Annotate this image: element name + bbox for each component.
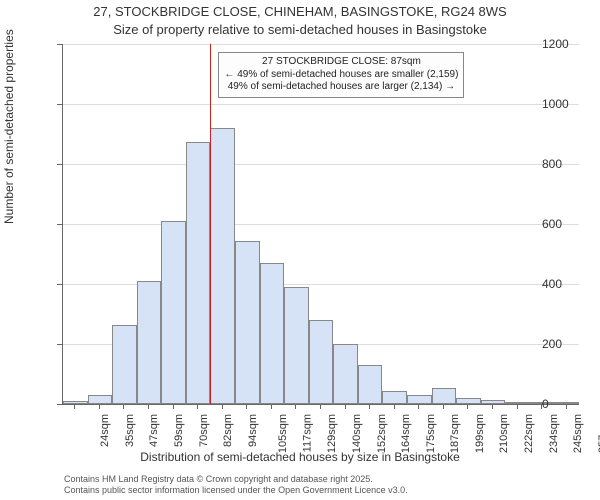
y-tick-mark xyxy=(57,224,62,225)
plot-area: 27 STOCKBRIDGE CLOSE: 87sqm← 49% of semi… xyxy=(62,44,579,405)
x-tick-mark xyxy=(345,404,346,409)
x-tick-mark xyxy=(492,404,493,409)
credits-line2: Contains public sector information licen… xyxy=(64,485,408,496)
x-tick-label: 82sqm xyxy=(222,414,234,447)
histogram-bar xyxy=(88,395,113,404)
grid-line xyxy=(63,104,579,105)
x-tick-mark xyxy=(295,404,296,409)
x-tick-label: 199sqm xyxy=(474,414,486,453)
y-tick-mark xyxy=(57,404,62,405)
x-tick-mark xyxy=(418,404,419,409)
x-tick-label: 105sqm xyxy=(277,414,289,453)
grid-line xyxy=(63,224,579,225)
x-tick-mark xyxy=(222,404,223,409)
histogram-bar xyxy=(284,287,309,404)
y-tick-label: 200 xyxy=(542,337,598,351)
x-tick-mark xyxy=(271,404,272,409)
x-tick-mark xyxy=(123,404,124,409)
chart-title-sub: Size of property relative to semi-detach… xyxy=(0,22,600,37)
x-tick-mark xyxy=(369,404,370,409)
x-tick-mark xyxy=(517,404,518,409)
histogram-bar xyxy=(456,398,481,404)
chart-title-main: 27, STOCKBRIDGE CLOSE, CHINEHAM, BASINGS… xyxy=(0,4,600,19)
histogram-bar xyxy=(505,402,530,404)
y-axis-label: Number of semi-detached properties xyxy=(2,29,16,224)
annotation-box: 27 STOCKBRIDGE CLOSE: 87sqm← 49% of semi… xyxy=(218,52,464,98)
histogram-bar xyxy=(186,142,211,405)
x-tick-label: 234sqm xyxy=(548,414,560,453)
histogram-bar xyxy=(309,320,334,404)
y-tick-mark xyxy=(57,344,62,345)
annotation-line: ← 49% of semi-detached houses are smalle… xyxy=(224,69,458,82)
x-tick-mark xyxy=(566,404,567,409)
annotation-line: 27 STOCKBRIDGE CLOSE: 87sqm xyxy=(224,56,458,69)
credits-line1: Contains HM Land Registry data © Crown c… xyxy=(64,474,408,485)
x-tick-label: 35sqm xyxy=(124,414,136,447)
histogram-bar xyxy=(333,344,358,404)
histogram-bar xyxy=(432,388,457,405)
y-tick-label: 1200 xyxy=(542,37,598,51)
x-tick-label: 222sqm xyxy=(523,414,535,453)
x-tick-mark xyxy=(173,404,174,409)
histogram-bar xyxy=(235,241,260,405)
y-tick-label: 0 xyxy=(542,397,598,411)
x-tick-label: 164sqm xyxy=(400,414,412,453)
reference-line xyxy=(210,44,211,404)
x-tick-mark xyxy=(74,404,75,409)
histogram-bar xyxy=(161,221,186,404)
x-tick-label: 187sqm xyxy=(449,414,461,453)
y-tick-label: 600 xyxy=(542,217,598,231)
y-tick-label: 400 xyxy=(542,277,598,291)
histogram-bar xyxy=(63,401,88,404)
x-tick-mark xyxy=(394,404,395,409)
grid-line xyxy=(63,44,579,45)
x-tick-mark xyxy=(197,404,198,409)
x-tick-label: 47sqm xyxy=(148,414,160,447)
x-tick-mark xyxy=(443,404,444,409)
y-tick-mark xyxy=(57,164,62,165)
histogram-bar xyxy=(358,365,383,404)
y-tick-mark xyxy=(57,104,62,105)
x-tick-label: 140sqm xyxy=(351,414,363,453)
grid-line xyxy=(63,164,579,165)
y-tick-label: 1000 xyxy=(542,97,598,111)
histogram-bar xyxy=(210,128,235,404)
credits: Contains HM Land Registry data © Crown c… xyxy=(64,474,408,496)
x-tick-label: 210sqm xyxy=(499,414,511,453)
histogram-bar xyxy=(407,395,432,404)
x-tick-label: 152sqm xyxy=(376,414,388,453)
y-tick-mark xyxy=(57,44,62,45)
x-tick-mark xyxy=(148,404,149,409)
histogram-bar xyxy=(260,263,285,404)
x-tick-label: 117sqm xyxy=(301,414,313,452)
x-tick-mark xyxy=(246,404,247,409)
annotation-line: 49% of semi-detached houses are larger (… xyxy=(224,81,458,94)
x-tick-mark xyxy=(541,404,542,409)
y-tick-label: 800 xyxy=(542,157,598,171)
x-tick-label: 245sqm xyxy=(572,414,584,453)
x-tick-mark xyxy=(320,404,321,409)
histogram-bar xyxy=(137,281,162,404)
x-tick-label: 24sqm xyxy=(99,414,111,447)
histogram-bar xyxy=(382,391,407,405)
x-tick-label: 175sqm xyxy=(425,414,437,453)
histogram-bar xyxy=(112,325,137,405)
y-tick-mark xyxy=(57,284,62,285)
x-tick-label: 129sqm xyxy=(327,414,339,453)
x-tick-mark xyxy=(99,404,100,409)
x-tick-label: 94sqm xyxy=(247,414,259,447)
x-tick-label: 70sqm xyxy=(198,414,210,447)
x-tick-label: 59sqm xyxy=(173,414,185,447)
x-tick-mark xyxy=(467,404,468,409)
